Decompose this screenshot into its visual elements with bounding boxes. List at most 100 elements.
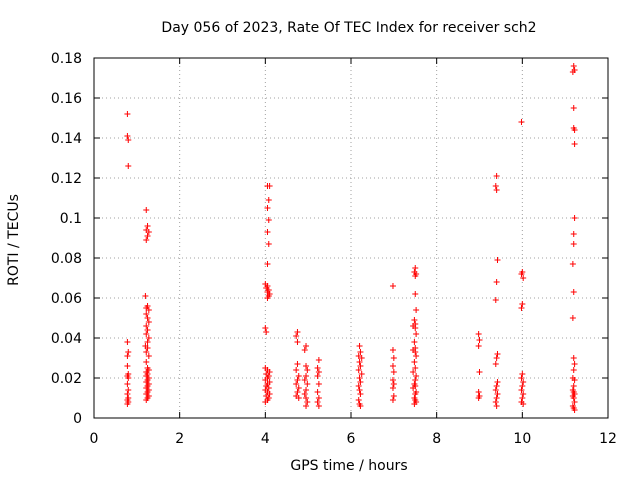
data-point [520, 379, 527, 385]
data-point [571, 141, 578, 147]
data-point [411, 401, 418, 407]
data-point [493, 383, 500, 389]
data-point [124, 391, 131, 397]
data-point [315, 381, 322, 387]
data-point [492, 399, 499, 405]
data-point [303, 343, 310, 349]
data-point [357, 403, 364, 409]
y-tick-label: 0.16 [51, 91, 82, 107]
chart-title: Day 056 of 2023, Rate Of TEC Index for r… [161, 20, 536, 36]
data-point [570, 383, 577, 389]
data-point [518, 119, 525, 125]
data-point [390, 381, 397, 387]
data-point [314, 389, 321, 395]
data-point [570, 367, 577, 373]
data-point [293, 381, 300, 387]
data-point [294, 329, 301, 335]
x-tick-label: 0 [90, 431, 99, 447]
data-point [412, 391, 419, 397]
data-point [493, 355, 500, 361]
data-point [412, 265, 419, 271]
data-point [266, 391, 273, 397]
data-point [293, 333, 300, 339]
data-point [494, 391, 501, 397]
y-tick-label: 0.06 [51, 291, 82, 307]
data-point [411, 339, 418, 345]
data-point [264, 295, 271, 301]
data-point [295, 385, 302, 391]
data-point [145, 229, 152, 235]
data-point [389, 363, 396, 369]
data-point [301, 377, 308, 383]
data-point [145, 307, 152, 313]
data-point [124, 363, 131, 369]
data-point [357, 363, 364, 369]
data-point [492, 387, 499, 393]
data-point [314, 365, 321, 371]
x-tick-label: 12 [599, 431, 617, 447]
x-axis-label: GPS time / hours [290, 458, 407, 474]
data-point [519, 383, 526, 389]
data-point [493, 279, 500, 285]
data-point [475, 343, 482, 349]
y-tick-label: 0.04 [51, 331, 82, 347]
data-point [144, 327, 151, 333]
data-point [413, 373, 420, 379]
data-point [412, 377, 419, 383]
data-point [142, 293, 149, 299]
data-point [304, 381, 311, 387]
data-point [294, 339, 301, 345]
data-point [518, 305, 525, 311]
data-point [356, 359, 363, 365]
x-tick-label: 2 [175, 431, 184, 447]
data-point [143, 397, 150, 403]
y-tick-label: 0.1 [60, 211, 82, 227]
data-point [294, 377, 301, 383]
data-point [476, 369, 483, 375]
y-tick-labels: 0 0.02 0.04 0.06 0.08 0.1 0.12 0.14 0.16 0.18 [51, 51, 82, 427]
data-point [492, 183, 499, 189]
data-point [265, 217, 272, 223]
x-tick-label: 8 [432, 431, 441, 447]
data-point [356, 343, 363, 349]
data-point [304, 399, 311, 405]
data-point [314, 399, 321, 405]
y-tick-label: 0.02 [51, 371, 82, 387]
data-point [125, 349, 132, 355]
data-point [143, 207, 150, 213]
data-point [520, 401, 527, 407]
data-point [266, 369, 273, 375]
data-point [124, 339, 131, 345]
data-point [492, 361, 499, 367]
data-point [145, 319, 152, 325]
data-point [518, 375, 525, 381]
data-point [494, 379, 501, 385]
data-point [412, 365, 419, 371]
data-point [294, 361, 301, 367]
data-point [570, 241, 577, 247]
data-point [144, 315, 151, 321]
data-point [124, 381, 131, 387]
x-tick-label: 10 [513, 431, 531, 447]
y-tick-label: 0.08 [51, 251, 82, 267]
data-point [412, 349, 419, 355]
data-point [314, 373, 321, 379]
data-point [301, 347, 308, 353]
data-point [315, 357, 322, 363]
data-point [358, 355, 365, 361]
data-point [413, 307, 420, 313]
data-point [315, 369, 322, 375]
data-point [493, 187, 500, 193]
data-point [357, 391, 364, 397]
data-point [389, 347, 396, 353]
data-point [412, 291, 419, 297]
data-point [570, 289, 577, 295]
data-point [570, 231, 577, 237]
y-tick-label: 0.12 [51, 171, 82, 187]
data-point [475, 331, 482, 337]
data-point [518, 387, 525, 393]
data-point [144, 233, 151, 239]
data-point [571, 407, 578, 413]
data-point [315, 395, 322, 401]
